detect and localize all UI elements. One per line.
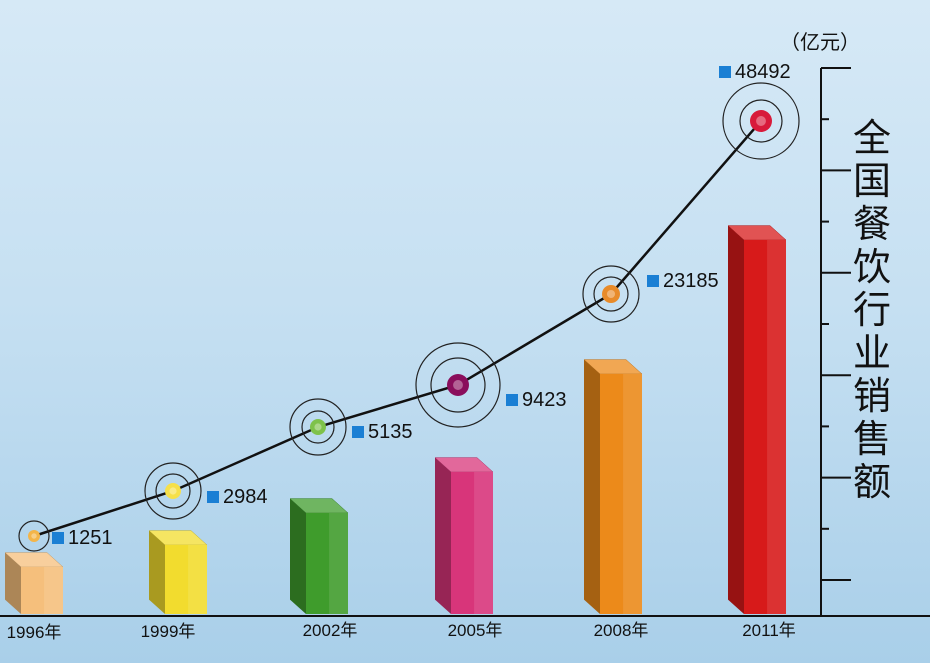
point-ring (18, 520, 50, 552)
bar-side (584, 359, 600, 614)
unit-label: （亿元） (780, 32, 860, 54)
bar-highlight (767, 240, 786, 614)
year-label: 1999年 (141, 622, 196, 641)
value-marker (719, 66, 731, 78)
point-dot-center (606, 289, 616, 299)
point-dot-center (756, 116, 766, 126)
data-point (289, 398, 347, 456)
year-label: 2002年 (303, 621, 358, 640)
bar-side (5, 552, 21, 614)
point-ring (739, 99, 783, 143)
year-label: 2011年 (742, 621, 796, 640)
point-ring (415, 342, 501, 428)
value-label: 9423 (522, 389, 567, 411)
trend-line (33, 120, 762, 538)
bar-side (728, 225, 744, 614)
bar (434, 457, 494, 614)
bar-highlight (623, 374, 642, 614)
value-label: 1251 (68, 527, 113, 549)
bar (148, 530, 208, 614)
point-ring (582, 265, 640, 323)
point-dot-center (453, 380, 463, 390)
data-point (722, 82, 800, 160)
bar-side (435, 457, 451, 614)
value-marker (647, 275, 659, 287)
value-marker (352, 426, 364, 438)
data-point (18, 520, 50, 552)
point-dot-center (169, 487, 177, 495)
data-point (144, 462, 202, 520)
point-dot-center (314, 423, 322, 431)
bar-highlight (188, 545, 207, 614)
bar-side (149, 530, 165, 614)
data-point (582, 265, 640, 323)
value-marker (52, 532, 64, 544)
bar-side (290, 498, 306, 614)
bar (289, 498, 349, 614)
value-marker (506, 394, 518, 406)
bar (727, 225, 787, 614)
bar (4, 552, 64, 614)
bar-highlight (329, 513, 348, 614)
year-label: 2008年 (594, 621, 649, 640)
data-point (415, 342, 501, 428)
bar-highlight (44, 567, 63, 614)
value-label: 23185 (663, 270, 719, 292)
point-ring (593, 276, 629, 312)
point-ring (301, 410, 335, 444)
point-ring (155, 473, 191, 509)
point-ring (144, 462, 202, 520)
point-ring (289, 398, 347, 456)
value-label: 5135 (368, 421, 413, 443)
bar-highlight (474, 472, 493, 614)
year-label: 1996年 (7, 623, 62, 642)
value-label: 48492 (735, 61, 791, 83)
point-ring (430, 357, 486, 413)
value-label: 2984 (223, 486, 268, 508)
year-label: 2005年 (448, 621, 503, 640)
point-dot-center (31, 533, 37, 539)
bar (583, 359, 643, 614)
value-marker (207, 491, 219, 503)
point-ring (722, 82, 800, 160)
chart-title: 全国餐饮行业销售额 (852, 118, 891, 504)
